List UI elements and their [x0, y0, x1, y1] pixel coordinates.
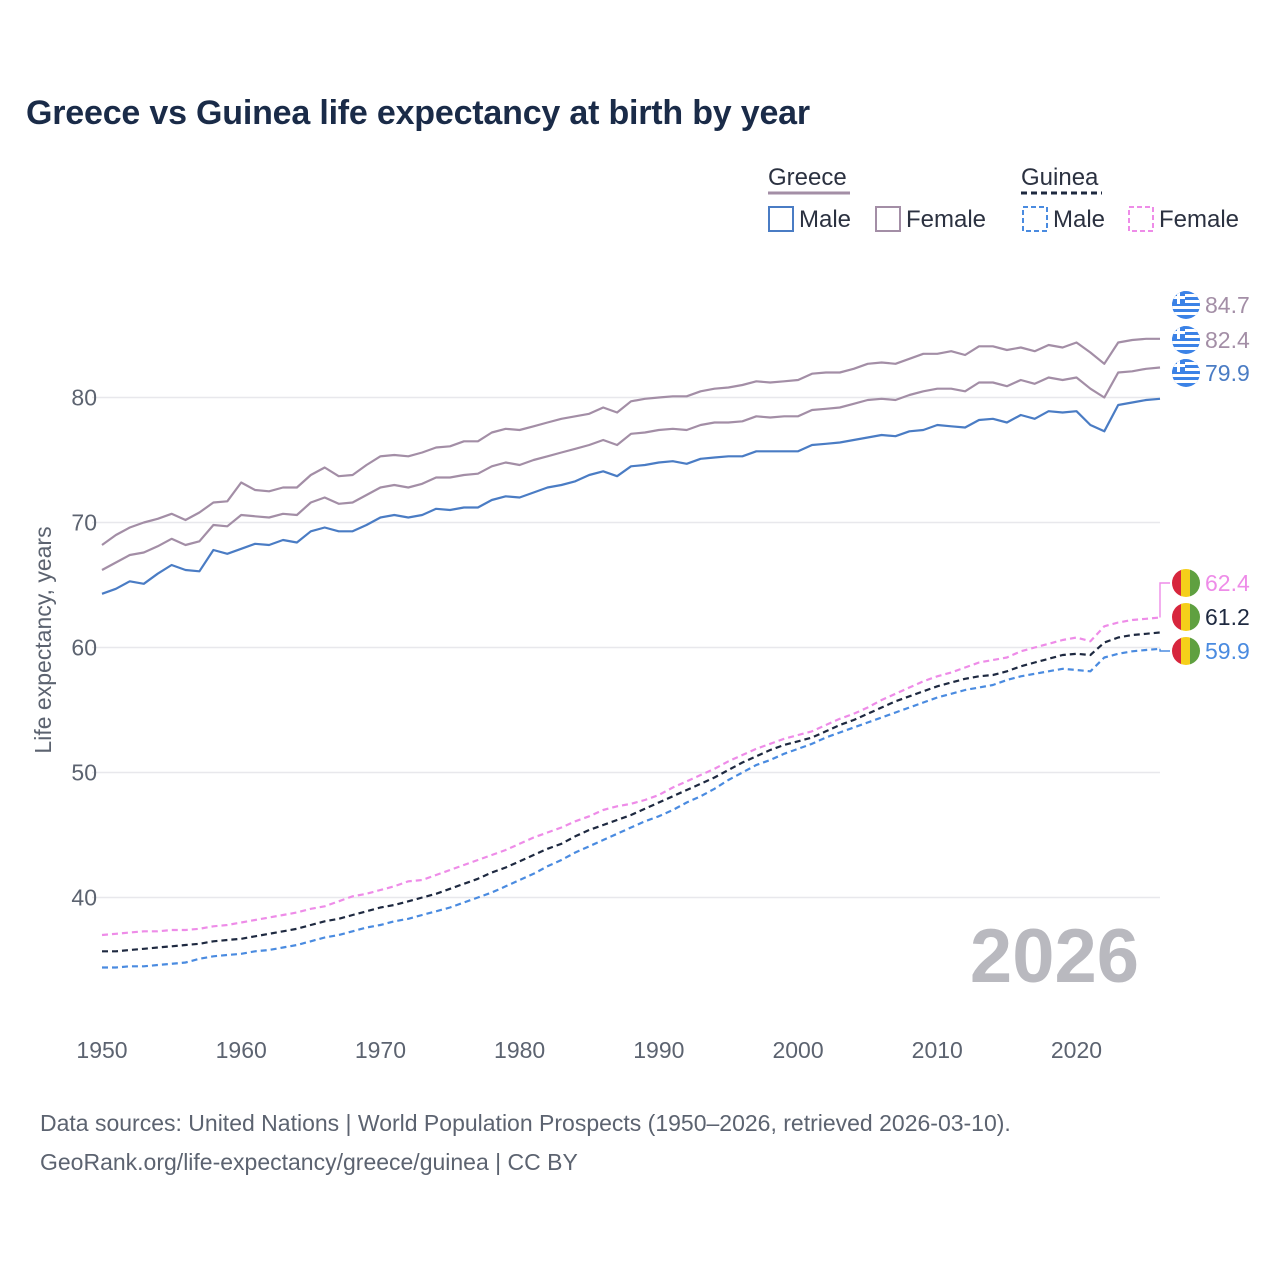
series-line-greece-male — [101, 397, 1161, 595]
legend-guinea-male-label: Male — [1053, 206, 1105, 233]
series-layer — [101, 337, 1161, 969]
legend-guinea-female-swatch — [1128, 206, 1154, 232]
x-tick-label: 2010 — [912, 1037, 963, 1063]
greece-flag-icon — [1172, 291, 1200, 319]
x-tick-label: 1960 — [216, 1037, 267, 1063]
legend-greece-male-label: Male — [799, 206, 851, 233]
end-label-greece-total: 82.4 — [1205, 327, 1250, 353]
y-tick-label: 50 — [71, 760, 97, 786]
series-line-greece-female — [101, 337, 1160, 546]
y-tick-label: 70 — [71, 510, 97, 536]
x-tick-label: 2000 — [772, 1037, 823, 1063]
end-label-guinea-female: 62.4 — [1205, 570, 1250, 596]
series-line-guinea-female — [101, 616, 1161, 937]
label-connectors — [1159, 582, 1170, 652]
attribution-link[interactable]: GeoRank.org/life-expectancy/greece/guine… — [40, 1149, 578, 1175]
x-tick-label: 1950 — [76, 1037, 127, 1063]
legend-group-guinea: Guinea — [1021, 164, 1099, 191]
end-label-guinea-male: 59.9 — [1205, 638, 1250, 664]
legend-greece-female-swatch — [875, 206, 901, 232]
x-tick-label: 2020 — [1051, 1037, 1102, 1063]
x-tick-label: 1990 — [633, 1037, 684, 1063]
greece-flag-icon — [1172, 359, 1200, 387]
guinea-flag-icon — [1172, 637, 1200, 665]
end-label-greece-male: 79.9 — [1205, 360, 1250, 386]
y-tick-label: 40 — [71, 885, 97, 911]
y-axis-label: Life expectancy, years — [30, 526, 56, 753]
end-label-guinea-total: 61.2 — [1205, 604, 1250, 630]
legend-guinea-male-swatch — [1022, 206, 1048, 232]
label-connector — [1159, 582, 1170, 618]
legend-guinea-female-label: Female — [1159, 206, 1239, 233]
chart-title: Greece vs Guinea life expectancy at birt… — [26, 94, 810, 132]
legend-greece-male-swatch — [768, 206, 794, 232]
y-axis-ticks: 40 50 60 70 80 — [71, 385, 97, 911]
footer: Data sources: United Nations | World Pop… — [40, 1104, 1011, 1182]
series-line-greece-total — [101, 366, 1161, 571]
x-tick-label: 1980 — [494, 1037, 545, 1063]
greece-flag-icon — [1172, 326, 1200, 354]
legend-greece-female-label: Female — [906, 206, 986, 233]
x-axis-ticks: 1950 1960 1970 1980 1990 2000 2010 2020 — [76, 1037, 1102, 1063]
y-tick-label: 60 — [71, 635, 97, 661]
gridlines — [92, 396, 1160, 899]
year-watermark: 2026 — [970, 914, 1139, 999]
guinea-flag-icon — [1172, 569, 1200, 597]
y-tick-label: 80 — [71, 385, 97, 411]
x-tick-label: 1970 — [355, 1037, 406, 1063]
series-line-guinea-male — [102, 647, 1161, 969]
series-line-guinea-total — [102, 631, 1161, 953]
legend-group-greece: Greece — [768, 164, 847, 191]
guinea-flag-icon — [1172, 603, 1200, 631]
data-source-note: Data sources: United Nations | World Pop… — [40, 1110, 1011, 1136]
legend: Greece Guinea Male Female Male Female — [768, 164, 1239, 233]
label-connector — [1159, 648, 1170, 652]
end-label-greece-female: 84.7 — [1205, 292, 1250, 318]
